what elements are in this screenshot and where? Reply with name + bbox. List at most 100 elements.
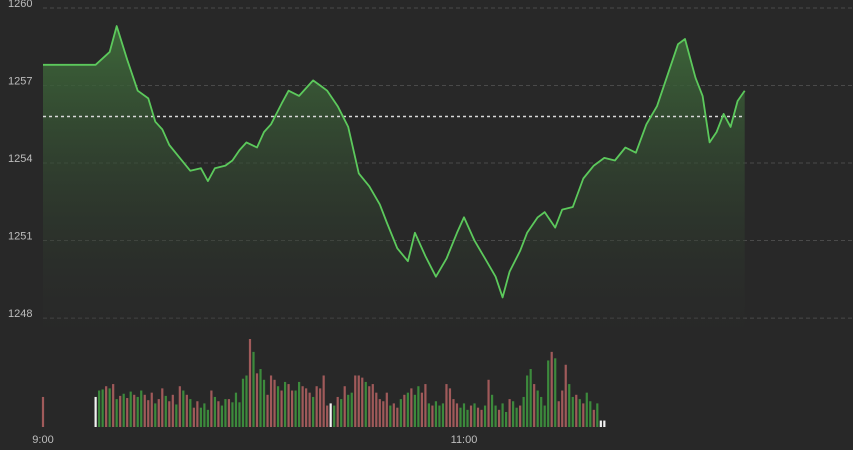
volume-bar <box>519 405 522 427</box>
volume-bar <box>329 403 332 427</box>
volume-bar <box>213 396 217 427</box>
volume-bar <box>182 390 185 427</box>
volume-bar <box>290 390 294 427</box>
volume-bar <box>596 403 599 427</box>
volume-bar <box>147 400 150 427</box>
y-tick-label: 1254 <box>8 153 32 165</box>
volume-bar <box>575 394 578 427</box>
volume-bar <box>234 392 238 427</box>
volume-bar <box>126 398 129 427</box>
volume-bar <box>108 388 111 427</box>
volume-bar <box>483 405 487 427</box>
volume-bar <box>350 392 353 427</box>
volume-bar <box>403 394 406 427</box>
volume-bar <box>252 351 255 427</box>
volume-bar <box>582 403 585 427</box>
volume-bar <box>305 388 308 427</box>
volume-bar <box>273 379 276 427</box>
volume-bar <box>220 405 224 427</box>
volume-bar <box>547 360 550 427</box>
volume-bar <box>378 399 381 427</box>
volume-bar <box>497 409 501 427</box>
volume-bar <box>603 420 606 427</box>
volume-bar <box>94 396 97 427</box>
volume-bar <box>266 394 269 427</box>
volume-bar <box>431 405 434 427</box>
volume-bar <box>269 375 273 427</box>
volume-bar <box>315 386 318 427</box>
volume-bar <box>578 399 581 427</box>
volume-bar <box>371 384 374 427</box>
volume-bar <box>262 379 266 427</box>
volume-bar <box>185 394 188 427</box>
x-tick-label: 9:00 <box>32 434 53 446</box>
volume-bar <box>101 389 104 427</box>
volume-bar <box>494 405 497 427</box>
volume-bar <box>280 390 283 427</box>
volume-bar <box>564 364 567 427</box>
volume-bar <box>354 375 357 427</box>
volume-bar <box>276 386 280 427</box>
volume-bar <box>385 392 388 427</box>
volume-bar <box>438 405 441 427</box>
volume-bar <box>533 384 536 427</box>
volume-bar <box>561 390 564 427</box>
volume-bar <box>526 375 529 427</box>
volume-bar <box>410 388 413 427</box>
volume-bar <box>283 381 287 427</box>
volume-bar <box>571 396 574 427</box>
volume-bar <box>361 377 364 427</box>
x-axis-ticks: 9:00 11:00 <box>32 434 477 446</box>
volume-bar <box>424 384 427 427</box>
volume-bar <box>115 399 118 427</box>
volume-bar <box>164 395 167 427</box>
price-area-fill <box>43 26 745 331</box>
y-tick-label: 1248 <box>8 308 32 320</box>
volume-bar <box>357 375 360 427</box>
volume-bar <box>441 403 445 427</box>
volume-bar <box>189 399 192 427</box>
volume-bar <box>554 358 557 427</box>
volume-bar <box>347 394 350 427</box>
volume-bar <box>336 396 339 427</box>
volume-bar <box>568 384 571 427</box>
volume-bar <box>515 407 518 427</box>
volume-bar <box>396 407 399 427</box>
volume-bar <box>41 396 45 427</box>
volume-bar <box>326 405 329 427</box>
volume-bar <box>592 409 595 427</box>
volume-bar <box>322 375 325 427</box>
volume-bar <box>529 369 532 427</box>
volume-bar <box>476 407 480 427</box>
volume-bar <box>452 399 455 427</box>
volume-bar <box>210 390 213 427</box>
volume-bar <box>298 381 301 427</box>
volume-bar <box>448 388 452 427</box>
volume-bar <box>343 386 346 427</box>
volume-bar <box>585 392 588 427</box>
volume-bar <box>217 401 220 427</box>
volume-bar <box>161 388 164 427</box>
y-tick-label: 1251 <box>8 231 32 243</box>
volume-bar <box>122 393 125 427</box>
volume-bar <box>143 394 146 427</box>
volume-bar <box>434 401 438 427</box>
volume-bar <box>199 407 202 427</box>
volume-bar <box>427 403 431 427</box>
volume-bar <box>112 384 115 427</box>
volume-bar <box>129 391 132 427</box>
volume-bars <box>41 339 606 427</box>
volume-bar <box>178 386 181 427</box>
volume-bar <box>333 405 336 427</box>
volume-bar <box>301 386 304 427</box>
volume-bar <box>294 390 297 427</box>
volume-bar <box>543 405 546 427</box>
volume-bar <box>550 351 553 427</box>
volume-bar <box>522 396 525 427</box>
volume-bar <box>536 390 539 427</box>
volume-bar <box>154 403 157 427</box>
volume-bar <box>466 409 469 427</box>
volume-bar <box>413 394 416 427</box>
volume-bar <box>224 399 227 427</box>
volume-bar <box>469 405 473 427</box>
